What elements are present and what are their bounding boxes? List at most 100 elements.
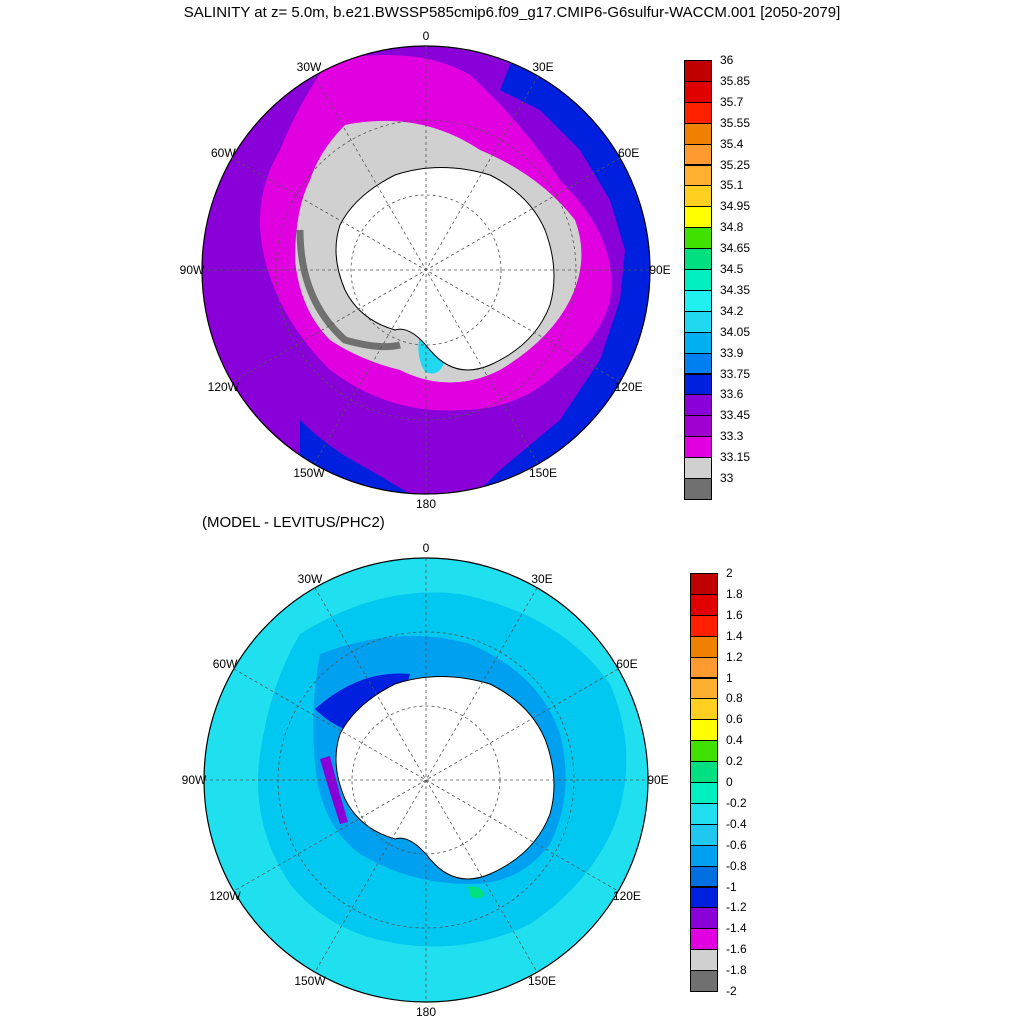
colorbar-box	[684, 164, 712, 187]
lon-label: 90E	[647, 773, 669, 787]
lon-label: 0	[422, 29, 430, 43]
lon-label: 90W	[179, 263, 205, 277]
colorbar-label: 35.7	[720, 94, 744, 109]
difference-map-bottom	[203, 557, 649, 1003]
colorbar-label: 35.85	[720, 73, 751, 88]
lon-label: 60W	[211, 146, 236, 160]
lon-label: 60E	[617, 146, 640, 160]
colorbar-label: 33	[720, 471, 734, 485]
colorbar-label: 34.35	[720, 282, 751, 297]
plot-title: SALINITY at z= 5.0m, b.e21.BWSSP585cmip6…	[183, 4, 841, 21]
colorbar-label: 34.8	[720, 220, 744, 235]
colorbar-label: 2	[726, 566, 733, 580]
antarctica	[335, 167, 555, 371]
colorbar-label: 1.2	[726, 649, 743, 664]
lon-label: 30E	[532, 60, 554, 75]
colorbar-label: -1.2	[726, 900, 747, 915]
colorbar-box	[684, 436, 712, 459]
colorbar-label: 0	[726, 775, 733, 789]
colorbar-box	[690, 740, 718, 763]
green-spot	[468, 886, 485, 899]
colorbar-box	[690, 949, 718, 972]
lon-label: 180	[415, 1005, 437, 1019]
lon-label: 60W	[212, 657, 238, 671]
colorbar-box	[684, 143, 712, 166]
difference-subtitle: (MODEL - LEVITUS/PHC2)	[202, 514, 385, 531]
colorbar-label: 33.6	[720, 387, 744, 402]
lon-label: 30W	[297, 572, 323, 587]
colorbar-label: -0.4	[726, 816, 747, 831]
colorbar-box	[684, 248, 712, 270]
colorbar-label: 34.05	[720, 324, 751, 339]
colorbar-label: 33.3	[720, 429, 744, 444]
colorbar-box	[690, 573, 718, 595]
colorbar-label: -1.6	[726, 942, 747, 957]
colorbar-label: 34.5	[720, 262, 744, 276]
colorbar-label: 0.2	[726, 754, 743, 769]
colorbar-box	[684, 101, 712, 124]
colorbar-box	[690, 823, 718, 846]
colorbar-box	[684, 206, 712, 229]
colorbar-label: 34.2	[720, 303, 744, 318]
colorbar-box	[684, 478, 712, 500]
colorbar-label: -1.8	[726, 963, 747, 978]
lon-label: 120E	[614, 380, 643, 394]
colorbar-label: 35.1	[720, 178, 744, 193]
lon-label: 150W	[293, 465, 325, 480]
colorbar-label: -1	[726, 879, 737, 894]
colorbar-box	[690, 782, 718, 804]
antarctica	[335, 676, 555, 880]
colorbar-label: 36	[720, 53, 734, 67]
low-shelf-arc	[296, 229, 401, 351]
lon-label: 150W	[294, 973, 326, 988]
colorbar-box	[690, 656, 718, 679]
colorbar-box	[690, 970, 718, 992]
colorbar-box	[690, 865, 718, 888]
colorbar-box	[684, 60, 712, 82]
purple-strip	[320, 756, 348, 824]
colorbar-box	[684, 289, 712, 312]
lon-label: 30E	[531, 572, 553, 587]
colorbar-box	[684, 269, 712, 291]
colorbar-box	[684, 310, 712, 333]
colorbar-label: 35.4	[720, 136, 744, 151]
colorbar-box	[690, 907, 718, 930]
colorbar-label: -0.6	[726, 837, 747, 852]
colorbar-box	[684, 185, 712, 208]
colorbar-box	[684, 457, 712, 479]
colorbar-label: 34.95	[720, 199, 751, 214]
colorbar-label: 0.6	[726, 712, 743, 727]
lon-label: 0	[422, 541, 430, 555]
colorbar-label: 1.4	[726, 628, 743, 643]
colorbar-label: 33.75	[720, 366, 751, 381]
colorbar-box	[690, 802, 718, 825]
colorbar-label: 35.55	[720, 115, 751, 130]
lon-label: 90W	[181, 773, 207, 787]
lon-label: 30W	[296, 60, 322, 75]
colorbar-box	[684, 122, 712, 145]
lon-label: 150E	[527, 973, 557, 988]
colorbar-box	[690, 928, 718, 951]
colorbar-label: -0.8	[726, 858, 747, 873]
lon-label: 180	[415, 497, 437, 511]
colorbar-box	[690, 761, 718, 783]
lon-label: 90E	[649, 263, 671, 277]
colorbar-label: 1.8	[726, 586, 743, 601]
colorbar-box	[690, 635, 718, 658]
colorbar-label: 34.65	[720, 241, 751, 256]
colorbar-label: 33.45	[720, 408, 751, 423]
colorbar-label: 1.6	[726, 607, 743, 622]
lon-label: 120W	[207, 380, 240, 394]
colorbar-label: 33.15	[720, 450, 751, 465]
colorbar-box	[684, 352, 712, 375]
colorbar-label: 1	[726, 670, 733, 685]
colorbar-box	[684, 415, 712, 438]
colorbar-box	[684, 373, 712, 396]
colorbar-box	[684, 227, 712, 250]
colorbar-box	[690, 593, 718, 616]
colorbar-box	[690, 844, 718, 867]
colorbar-box	[684, 80, 712, 103]
salinity-map-top	[201, 45, 651, 495]
colorbar-box	[684, 331, 712, 354]
colorbar-box	[690, 886, 718, 909]
